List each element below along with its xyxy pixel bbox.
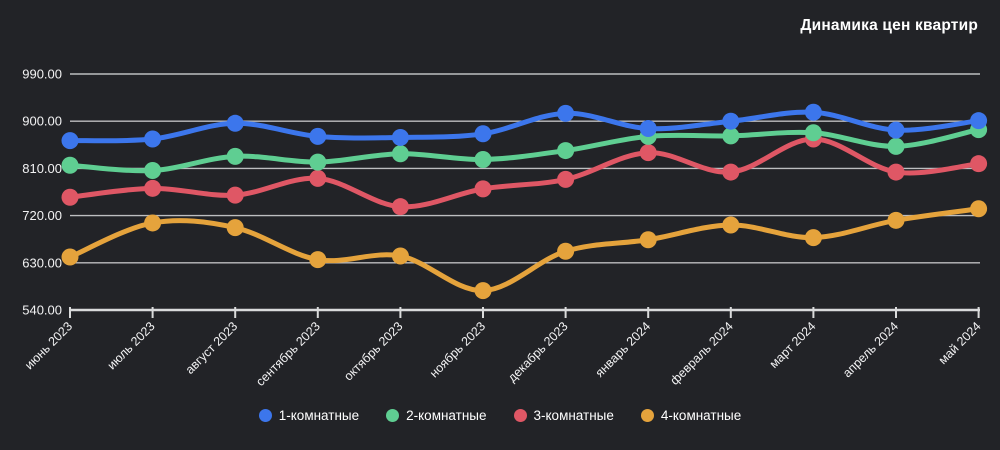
data-point[interactable] xyxy=(309,251,327,269)
data-point[interactable] xyxy=(639,231,657,249)
y-tick-label: 990.00 xyxy=(22,67,62,82)
x-tick-label: апрель 2024 xyxy=(840,319,901,380)
legend-label: 1-комнатные xyxy=(278,407,360,423)
data-point[interactable] xyxy=(887,163,905,181)
legend-item-4-комнатные[interactable]: 4-комнатные xyxy=(640,407,742,423)
data-point[interactable] xyxy=(722,216,740,234)
data-point[interactable] xyxy=(804,229,822,247)
data-point[interactable] xyxy=(804,103,822,121)
data-point[interactable] xyxy=(887,137,905,155)
data-point[interactable] xyxy=(970,200,988,218)
data-point[interactable] xyxy=(144,214,162,232)
legend-color-dot xyxy=(513,408,527,422)
data-point[interactable] xyxy=(391,247,409,265)
y-tick-label: 810.00 xyxy=(22,161,62,176)
data-point[interactable] xyxy=(144,179,162,197)
data-point[interactable] xyxy=(474,282,492,300)
legend-label: 4-комнатные xyxy=(660,407,742,423)
legend-color-dot xyxy=(386,408,400,422)
data-point[interactable] xyxy=(557,242,575,260)
data-point[interactable] xyxy=(474,150,492,168)
chart-legend: 1-комнатные 2-комнатные 3-комнатные 4-комна… xyxy=(0,403,1000,427)
data-point[interactable] xyxy=(226,147,244,165)
series-line-3-комнатные xyxy=(67,136,982,210)
x-tick-label: март 2024 xyxy=(767,319,819,371)
data-point[interactable] xyxy=(639,120,657,138)
x-tick-label: май 2024 xyxy=(936,319,984,367)
legend-color-dot xyxy=(258,408,272,422)
x-tick-label: февраль 2024 xyxy=(667,319,736,388)
legend-item-1-комнатные[interactable]: 1-комнатные xyxy=(258,407,360,423)
y-tick-label: 540.00 xyxy=(22,303,62,318)
y-tick-label: 900.00 xyxy=(22,114,62,129)
data-point[interactable] xyxy=(557,104,575,122)
data-point[interactable] xyxy=(557,170,575,188)
data-point[interactable] xyxy=(887,121,905,139)
data-point[interactable] xyxy=(722,112,740,130)
x-tick-label: июнь 2023 xyxy=(22,319,75,372)
data-point[interactable] xyxy=(722,127,740,145)
legend-item-3-комнатные[interactable]: 3-комнатные xyxy=(513,407,614,423)
data-point[interactable] xyxy=(887,211,905,229)
data-point[interactable] xyxy=(309,153,327,171)
data-point[interactable] xyxy=(226,186,244,204)
data-point[interactable] xyxy=(391,198,409,216)
data-point[interactable] xyxy=(474,125,492,143)
x-tick-label: ноябрь 2023 xyxy=(427,319,488,380)
y-tick-label: 720.00 xyxy=(22,208,62,223)
data-point[interactable] xyxy=(144,161,162,179)
data-point[interactable] xyxy=(391,128,409,146)
legend-label: 3-комнатные xyxy=(533,407,614,423)
data-point[interactable] xyxy=(226,114,244,132)
x-tick-label: октябрь 2023 xyxy=(341,319,405,383)
data-point[interactable] xyxy=(226,219,244,237)
x-tick-label: август 2023 xyxy=(183,319,241,377)
data-point[interactable] xyxy=(61,156,79,174)
data-point[interactable] xyxy=(474,180,492,198)
x-tick-label: июль 2023 xyxy=(105,319,158,372)
data-point[interactable] xyxy=(61,132,79,150)
y-tick-label: 630.00 xyxy=(22,255,62,270)
data-point[interactable] xyxy=(557,142,575,160)
data-point[interactable] xyxy=(61,248,79,266)
legend-item-2-комнатные[interactable]: 2-комнатные xyxy=(386,407,487,423)
data-point[interactable] xyxy=(309,169,327,187)
data-point[interactable] xyxy=(144,130,162,148)
legend-color-dot xyxy=(640,408,654,422)
data-point[interactable] xyxy=(804,124,822,142)
x-tick-label: декабрь 2023 xyxy=(505,319,571,385)
series-line-4-комнатные xyxy=(67,206,982,294)
data-point[interactable] xyxy=(61,188,79,206)
legend-label: 2-комнатные xyxy=(406,407,487,423)
data-point[interactable] xyxy=(309,127,327,145)
x-tick-label: сентябрь 2023 xyxy=(253,319,323,389)
chart-title: Динамика цен квартир xyxy=(800,17,978,34)
data-point[interactable] xyxy=(722,163,740,181)
data-point[interactable] xyxy=(970,112,988,130)
data-point[interactable] xyxy=(391,145,409,163)
x-tick-label: январь 2024 xyxy=(593,319,654,380)
data-point[interactable] xyxy=(970,155,988,173)
data-point[interactable] xyxy=(639,144,657,162)
